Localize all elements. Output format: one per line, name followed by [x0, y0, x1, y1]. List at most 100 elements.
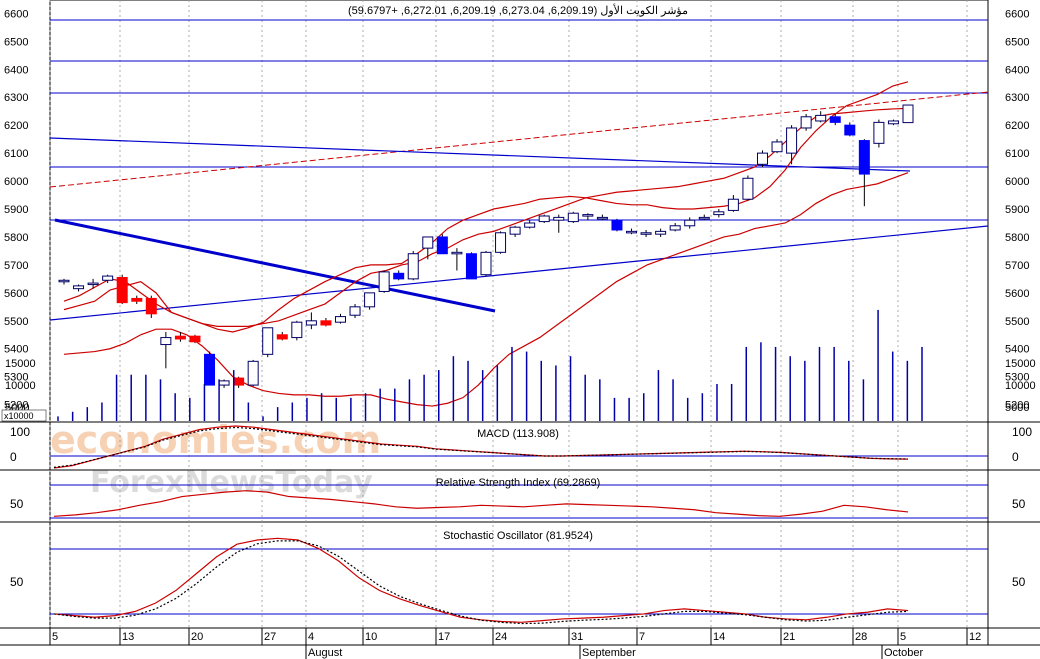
candle-body [727, 198, 739, 211]
candle [305, 312, 317, 330]
candle-body [378, 271, 390, 292]
date-tick-label: 4 [308, 631, 314, 643]
candle [334, 313, 346, 324]
volume-tick-label: 10000 [5, 380, 36, 392]
candle-body [815, 114, 827, 122]
candle [495, 231, 507, 254]
candle-body [669, 225, 681, 231]
candle [422, 236, 434, 260]
date-tick-label: 13 [122, 631, 134, 643]
candle [189, 334, 201, 344]
rsi-panel: Relative Strength Index (69.2869) [50, 477, 988, 519]
candle-body [742, 177, 754, 200]
candle-body [655, 230, 667, 235]
candle-body [247, 360, 259, 386]
candle [538, 214, 550, 223]
candle-body [451, 251, 463, 255]
price-tick-label: 5700 [1005, 260, 1029, 272]
price-tick-label: 5700 [4, 260, 28, 272]
candle-body [684, 219, 696, 227]
candle [160, 331, 172, 369]
candle-body [509, 226, 521, 235]
candle [233, 376, 245, 388]
candle-body [611, 219, 623, 231]
candle-body [364, 292, 376, 308]
price-tick-label: 6600 [4, 8, 28, 20]
price-tick-label: 5800 [1005, 232, 1029, 244]
price-tick-label: 5500 [4, 316, 28, 328]
date-tick-label: 5 [900, 631, 906, 643]
indicator-tick-label: 50 [10, 575, 24, 589]
candle [509, 225, 521, 237]
month-tick-label: September [582, 647, 636, 659]
price-tick-label: 5400 [4, 344, 28, 356]
candle-body [524, 222, 536, 228]
rsi-label: Relative Strength Index (69.2869) [436, 477, 601, 489]
candle-body [713, 211, 725, 216]
candle-body [538, 215, 550, 223]
candle [73, 284, 85, 292]
candle-body [218, 380, 230, 386]
candle [756, 150, 768, 168]
date-tick-label: 24 [495, 631, 507, 643]
candle-body [58, 279, 70, 283]
candle-body [640, 232, 652, 235]
date-tick-label: 17 [438, 631, 450, 643]
candle-body [145, 297, 157, 315]
price-axis-left: 5200 5300 5400 5500 5600 5700 5800 5900 6000 6100… [4, 8, 28, 411]
candle [102, 274, 114, 284]
candle-body [756, 152, 768, 165]
price-tick-label: 5900 [4, 204, 28, 216]
month-tick-label: August [308, 647, 342, 659]
volume-tick-label: 15000 [1005, 358, 1036, 370]
candle [669, 222, 681, 232]
candle-body [160, 337, 172, 346]
candle [58, 278, 70, 285]
candle-body [233, 377, 245, 386]
candle [320, 318, 332, 327]
candlesticks [58, 104, 914, 388]
price-tick-label: 6200 [1005, 120, 1029, 132]
price-tick-label: 6300 [4, 92, 28, 104]
price-tick-label: 6600 [1005, 8, 1029, 20]
date-tick-label: 14 [713, 631, 725, 643]
candle [698, 214, 710, 221]
price-tick-label: 5600 [4, 288, 28, 300]
stochastic-panel: Stochastic Oscillator (81.9524) [50, 530, 988, 615]
price-tick-label: 5200 [4, 400, 28, 412]
bollinger-bands [63, 81, 909, 407]
candle-body [829, 116, 841, 123]
candle [611, 218, 623, 232]
candle [480, 250, 492, 277]
indicator-axes: 100 100 0 0 50 50 50 50 [10, 425, 1032, 625]
candle-body [73, 285, 85, 290]
candle-body [596, 216, 608, 220]
candle-body [422, 236, 434, 249]
candle-body [626, 230, 638, 234]
candle-body [771, 141, 783, 153]
stoch-k-line [53, 537, 909, 623]
candle [174, 331, 186, 342]
date-tick-label: 27 [264, 631, 276, 643]
candle [87, 278, 99, 289]
candle-body [480, 251, 492, 276]
volume-scale-label: x10000 [4, 411, 34, 421]
volume-tick-label: 10000 [1005, 380, 1036, 392]
candle [262, 327, 274, 358]
price-tick-label: 6400 [1005, 64, 1029, 76]
candle-body [102, 275, 114, 281]
upper-band-line [63, 81, 909, 333]
volume-tick-label: 15000 [5, 358, 36, 370]
price-tick-label: 5300 [1005, 372, 1029, 384]
candle-body [902, 104, 914, 124]
indicator-tick-label: 50 [10, 497, 24, 511]
date-tick-label: 12 [969, 631, 981, 643]
candle-body [189, 335, 201, 343]
candle [626, 228, 638, 235]
candle [582, 213, 594, 221]
candle [655, 228, 667, 237]
date-tick-label: 28 [855, 631, 867, 643]
candle [131, 295, 143, 305]
